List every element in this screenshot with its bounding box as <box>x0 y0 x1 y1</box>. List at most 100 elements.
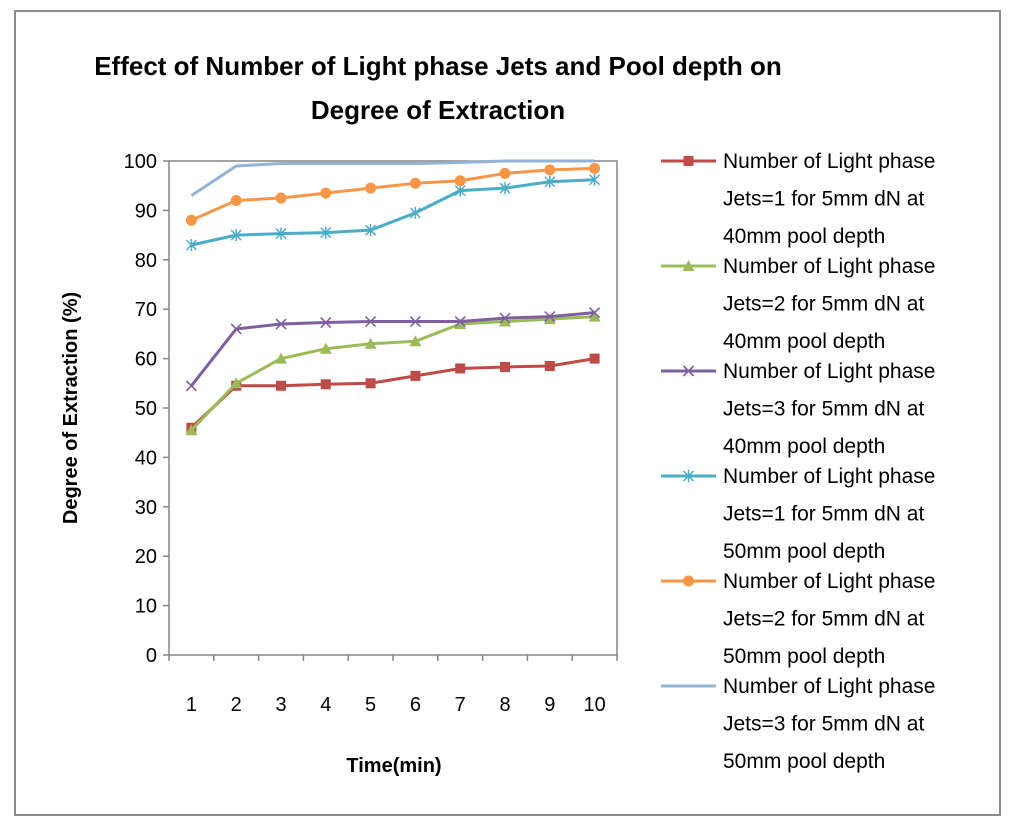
data-point <box>589 307 601 319</box>
data-point <box>275 227 287 240</box>
x-tick-label: 1 <box>186 694 197 716</box>
legend-label: Number of Light phase <box>723 255 935 278</box>
legend-label: Jets=3 for 5mm dN at <box>723 398 924 421</box>
x-tick-label: 5 <box>365 694 376 716</box>
data-point <box>276 380 286 391</box>
data-point <box>185 424 198 436</box>
legend-label: Jets=3 for 5mm dN at <box>723 713 924 736</box>
series-line-1 <box>190 357 595 429</box>
data-point <box>409 335 422 347</box>
data-point <box>364 337 377 349</box>
chart-title-line: Degree of Extraction <box>311 95 565 125</box>
data-point <box>185 214 197 226</box>
data-point <box>454 184 466 197</box>
data-point <box>319 342 332 354</box>
x-tick-label: 9 <box>544 694 555 716</box>
legend-label: Number of Light phase <box>723 360 935 383</box>
data-point <box>275 352 287 364</box>
data-point <box>589 353 600 364</box>
data-point <box>499 182 511 195</box>
chart-title-line: Effect of Number of Light phase Jets and… <box>94 51 782 81</box>
y-tick-label: 100 <box>124 151 157 173</box>
data-point <box>365 315 377 328</box>
data-point <box>500 361 510 372</box>
y-tick-label: 40 <box>135 447 157 469</box>
data-point <box>499 167 511 179</box>
legend-label: Jets=1 for 5mm dN at <box>723 188 924 211</box>
data-point <box>185 380 197 392</box>
legend-label: 50mm pool depth <box>723 645 885 668</box>
legend-label: 40mm pool depth <box>723 330 885 353</box>
data-point <box>409 177 421 189</box>
data-point <box>320 187 332 199</box>
legend-label: Number of Light phase <box>723 675 935 698</box>
legend-label: Jets=2 for 5mm dN at <box>723 608 924 631</box>
x-axis-label: Time(min) <box>346 755 441 777</box>
y-axis-label: Degree of Extraction (%) <box>60 292 82 524</box>
data-point <box>588 310 601 322</box>
data-point <box>589 162 601 174</box>
legend-label: 50mm pool depth <box>723 540 885 563</box>
data-point <box>230 377 243 389</box>
data-point <box>454 175 466 187</box>
x-tick-label: 3 <box>275 694 286 716</box>
data-point <box>365 182 377 194</box>
x-tick-label: 2 <box>231 694 242 716</box>
legend-label: 40mm pool depth <box>723 225 885 248</box>
data-point <box>230 195 242 207</box>
legend-label: Jets=1 for 5mm dN at <box>723 503 924 526</box>
data-point <box>230 229 242 242</box>
data-point <box>320 379 331 390</box>
data-point <box>455 363 466 374</box>
legend-label: Number of Light phase <box>723 150 935 173</box>
legend-marker <box>683 575 694 587</box>
series-line-3 <box>190 311 595 387</box>
y-tick-label: 80 <box>135 250 157 272</box>
legend-marker <box>682 365 695 377</box>
data-point <box>409 206 421 219</box>
data-point <box>409 315 421 328</box>
data-point <box>589 173 601 186</box>
series-line-5 <box>190 166 595 222</box>
legend-label: Jets=2 for 5mm dN at <box>723 293 924 316</box>
data-point <box>320 226 332 239</box>
data-point <box>230 323 242 335</box>
legend-marker <box>683 156 694 166</box>
data-point <box>544 175 556 188</box>
x-tick-label: 6 <box>410 694 421 716</box>
data-point <box>454 318 467 330</box>
chart-frame <box>14 10 1001 816</box>
data-point <box>499 312 511 324</box>
x-tick-label: 8 <box>499 694 510 716</box>
y-tick-label: 90 <box>135 200 157 222</box>
legend-label: Number of Light phase <box>723 465 935 488</box>
legend-label: Number of Light phase <box>723 570 935 593</box>
x-tick-label: 4 <box>320 694 331 716</box>
y-tick-label: 10 <box>135 596 157 618</box>
y-tick-label: 30 <box>135 497 157 519</box>
data-point <box>544 361 555 372</box>
data-point <box>365 224 377 237</box>
legend-label: 50mm pool depth <box>723 750 885 773</box>
data-point <box>320 316 332 329</box>
series-line-4 <box>191 178 595 247</box>
y-tick-label: 60 <box>135 349 157 371</box>
data-point <box>543 313 556 325</box>
y-tick-label: 20 <box>135 546 157 568</box>
data-point <box>454 315 466 328</box>
data-point <box>365 378 376 389</box>
data-point <box>275 318 287 330</box>
data-point <box>544 311 556 323</box>
x-tick-label: 10 <box>583 694 605 716</box>
legend-label: 40mm pool depth <box>723 435 885 458</box>
x-tick-label: 7 <box>455 694 466 716</box>
data-point <box>185 238 197 251</box>
data-point <box>275 192 287 204</box>
y-tick-label: 50 <box>135 398 157 420</box>
series-line-6 <box>190 159 595 197</box>
legend-marker <box>682 470 695 482</box>
series-line-2 <box>190 315 595 432</box>
y-tick-label: 0 <box>146 645 157 667</box>
y-tick-label: 70 <box>135 299 157 321</box>
